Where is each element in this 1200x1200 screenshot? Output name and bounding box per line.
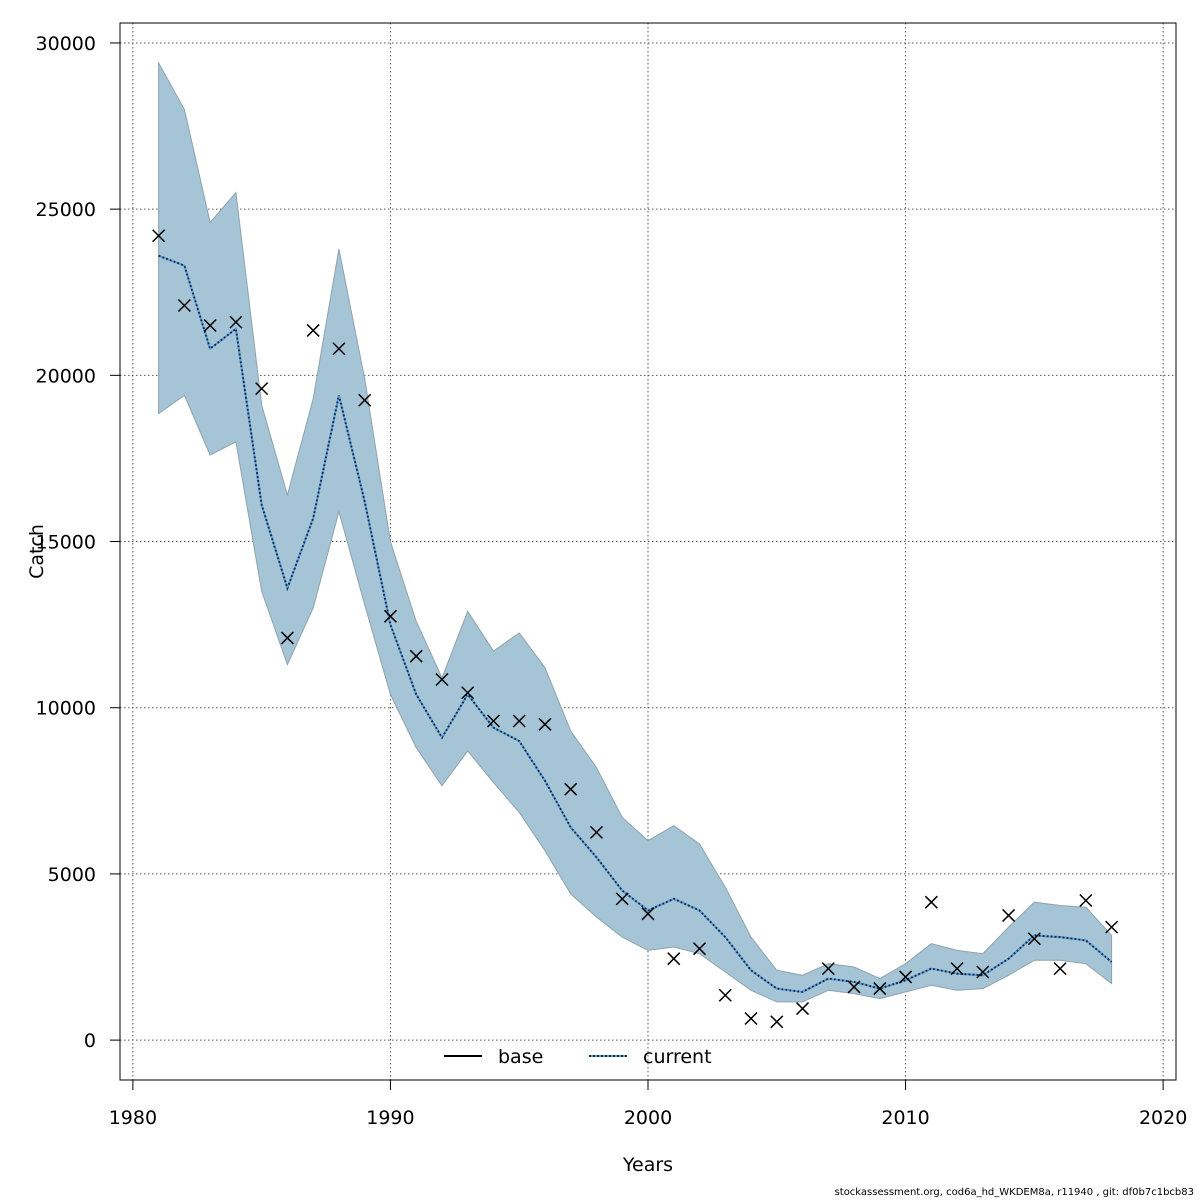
observed-point [924,895,938,909]
observed-point [950,962,964,976]
confidence-band-area [158,60,1113,1003]
observed-point [770,1015,784,1029]
x-tick-label: 2010 [881,1107,929,1129]
observed-point [358,393,372,407]
observed-point [486,714,500,728]
observed-point [306,323,320,337]
observed-points [152,229,1119,1029]
observed-point [899,970,913,984]
observed-point [564,782,578,796]
observed-point [615,892,629,906]
observed-point [461,686,475,700]
grid [120,23,1176,1080]
observed-point [409,649,423,663]
x-tick-label: 2000 [624,1107,672,1129]
observed-point [976,965,990,979]
observed-point [280,631,294,645]
y-tick-label: 10000 [36,698,96,720]
y-tick-label: 0 [84,1030,96,1052]
observed-point [692,942,707,956]
observed-point [744,1011,758,1026]
observed-point [177,299,191,313]
observed-point [589,825,604,839]
observed-point [538,717,552,731]
y-tick-label: 20000 [36,365,96,387]
observed-point [332,342,346,356]
observed-point [255,382,269,396]
observed-point [667,952,681,966]
observed-point [1105,920,1119,934]
observed-point [1002,908,1016,922]
observed-point [383,609,397,623]
x-tick-label: 2020 [1139,1107,1187,1129]
observed-point [203,318,217,333]
observed-point [435,672,449,687]
observed-point [847,980,861,994]
observed-point [229,315,243,329]
x-axis: 1980 1990 2000 2010 2020 [109,1079,1187,1129]
x-tick-label: 1980 [109,1107,157,1129]
observed-point [1027,932,1041,946]
observed-point [1053,962,1067,976]
observed-point [873,982,887,996]
legend-base-label: base [498,1046,543,1068]
observed-point [1079,893,1093,908]
legend-current-label: current [643,1046,712,1068]
y-tick-label: 15000 [36,532,96,554]
observed-point [821,962,835,976]
footer-credit: stockassessment.org, cod6a_hd_WKDEM8a, r… [834,1187,1194,1198]
observed-point [512,714,526,728]
observed-point [718,988,732,1002]
y-axis-label: Catch [26,524,48,579]
x-tick-label: 1990 [366,1107,414,1129]
confidence-band [158,60,1113,1003]
current-line-dots [158,254,1113,993]
y-tick-label: 30000 [36,33,96,55]
y-axis: 0 5000 10000 15000 20000 25000 30000 [36,33,121,1052]
legend: base current [444,1046,712,1068]
x-axis-label: Years [622,1154,673,1176]
observed-point [641,907,655,921]
observed-point [152,229,166,243]
y-tick-label: 25000 [36,199,96,221]
observed-point [796,1002,810,1016]
y-tick-label: 5000 [48,864,96,886]
